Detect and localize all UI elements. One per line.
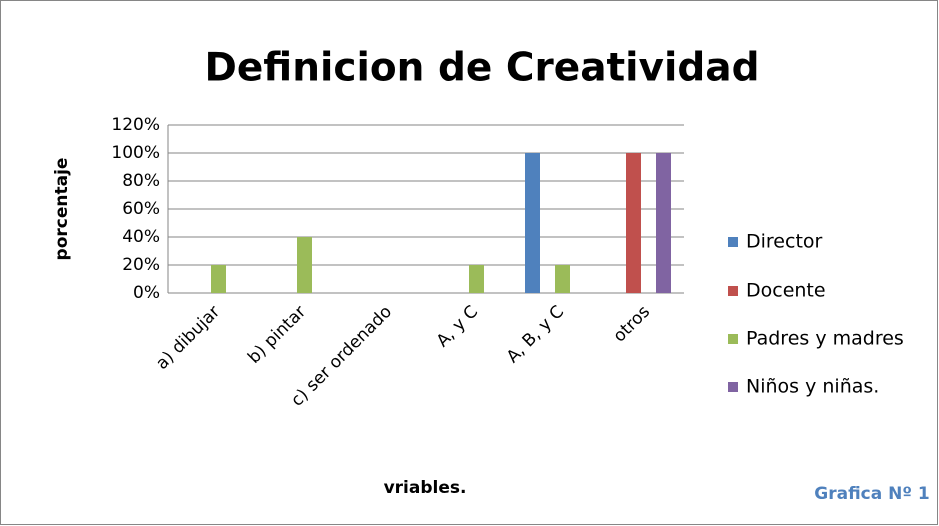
legend-label: Niños y niñas. [746, 376, 879, 398]
legend-label: Docente [746, 280, 826, 302]
y-tick-label: 80% [122, 171, 160, 191]
bar [656, 153, 671, 293]
bar [297, 237, 312, 293]
y-tick-label: 60% [122, 199, 160, 219]
y-tick-label: 100% [111, 143, 160, 163]
legend-swatch [728, 382, 738, 392]
legend-label: Director [746, 231, 823, 253]
y-tick-label: 120% [111, 115, 160, 135]
legend-label: Padres y madres [746, 328, 904, 350]
bar [555, 265, 570, 293]
bar [525, 153, 540, 293]
bar [469, 265, 484, 293]
y-tick-label: 20% [122, 255, 160, 275]
y-axis-label: porcentaje [52, 158, 72, 261]
legend-swatch [728, 286, 738, 296]
x-axis-label: vriables. [384, 478, 467, 498]
bar [211, 265, 226, 293]
chart-title: Definicion de Creatividad [204, 46, 759, 91]
legend-swatch [728, 237, 738, 247]
y-tick-label: 0% [133, 283, 160, 303]
bar [626, 153, 641, 293]
annotation: Grafica Nº 1 [814, 484, 929, 504]
legend-swatch [728, 334, 738, 344]
y-tick-label: 40% [122, 227, 160, 247]
